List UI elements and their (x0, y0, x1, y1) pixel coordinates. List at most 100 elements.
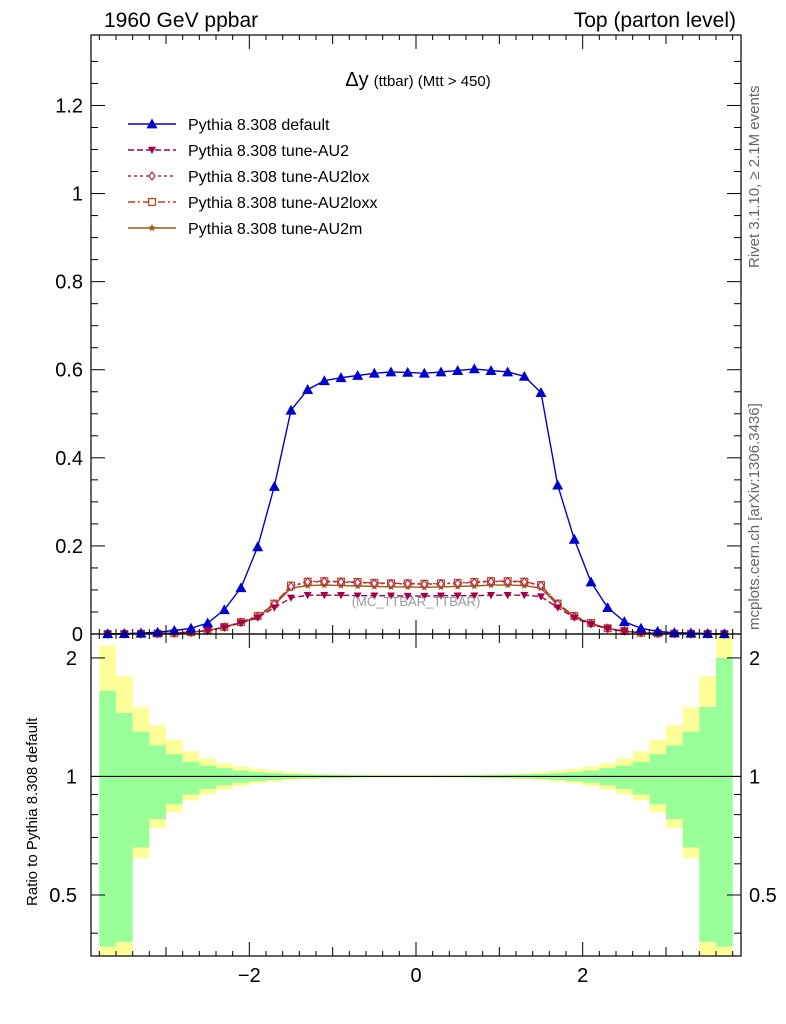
data-point (503, 576, 512, 587)
band-bin (132, 731, 150, 848)
header-right: Top (parton level) (573, 9, 736, 32)
data-point (420, 592, 429, 601)
band-bin (199, 765, 216, 789)
ratio-ytick-label-right: 2 (749, 648, 760, 670)
data-point (520, 577, 529, 588)
data-point (302, 384, 314, 394)
xtick-label: −2 (238, 965, 261, 987)
band-bin (99, 690, 116, 947)
legend-entry: Pythia 8.308 tune-AU2lox (128, 169, 369, 186)
band-total (99, 634, 733, 956)
data-point (618, 616, 630, 627)
data-point (503, 592, 512, 600)
data-point (203, 627, 212, 635)
data-point (553, 604, 562, 612)
legend-label: Pythia 8.308 tune-AU2 (188, 143, 349, 160)
data-point (437, 592, 445, 600)
data-point (146, 118, 158, 129)
main-ytick-label: 0.6 (55, 360, 83, 382)
band-bin (116, 712, 133, 942)
data-point (252, 541, 264, 552)
data-point (337, 577, 345, 588)
data-point (235, 582, 247, 593)
data-point (453, 592, 462, 600)
data-point (587, 621, 595, 629)
tick-labels: 00.20.40.60.811.20.5 0.51 12 2−2 0 2 (49, 95, 777, 987)
data-point (518, 370, 530, 381)
data-point (437, 578, 445, 589)
data-point (435, 366, 447, 377)
data-point (268, 480, 280, 491)
data-point (285, 404, 297, 415)
data-point (585, 576, 597, 587)
data-point (135, 627, 147, 638)
band-bin (182, 761, 200, 795)
legend: Pythia 8.308 default Pythia 8.308 tune-AU… (128, 117, 377, 238)
data-point (352, 369, 364, 380)
data-point (535, 387, 547, 398)
data-point (620, 628, 629, 636)
data-point (470, 592, 479, 600)
data-point (520, 592, 529, 600)
data-point (220, 624, 229, 632)
main-ytick-label: 0 (72, 624, 83, 646)
data-point (353, 577, 362, 588)
data-point (453, 578, 462, 589)
data-point (102, 628, 114, 639)
band-bin (649, 754, 666, 805)
data-point (320, 592, 329, 600)
band-bin (149, 745, 166, 819)
band-stat (99, 657, 733, 947)
data-point (148, 198, 157, 207)
main-ytick-label: 0.2 (55, 536, 83, 558)
main-ytick-label: 1 (72, 184, 83, 206)
data-point (602, 602, 614, 612)
legend-label: Pythia 8.308 default (188, 117, 330, 134)
data-point (718, 628, 730, 639)
data-point (148, 171, 156, 181)
data-point (652, 625, 664, 636)
xtick-label: 0 (410, 965, 421, 987)
data-point (537, 593, 545, 601)
data-point (402, 366, 414, 377)
data-point (502, 366, 514, 377)
data-point (603, 625, 612, 633)
data-point (570, 614, 579, 622)
ratio-ytick-label-right: 0.5 (749, 885, 777, 907)
data-point (418, 367, 430, 378)
data-point (385, 366, 397, 377)
plot-title-rest: (ttbar) (Mtt > 450) (374, 73, 491, 90)
main-series (102, 363, 730, 639)
series-0 (102, 363, 730, 639)
band-bin (166, 754, 183, 805)
data-point (303, 592, 312, 600)
data-point (403, 578, 412, 589)
data-point (552, 479, 564, 490)
data-point (635, 622, 647, 633)
data-point (403, 592, 412, 601)
data-point (353, 592, 362, 600)
legend-label: Pythia 8.308 tune-AU2loxx (188, 195, 377, 212)
band-bin (616, 765, 633, 789)
xtick-label: 2 (577, 965, 588, 987)
ratio-ytick-label: 2 (66, 648, 77, 670)
axis-ticks (91, 35, 741, 956)
data-point (387, 592, 395, 600)
data-point (202, 617, 214, 628)
data-point (387, 578, 395, 589)
band-bin (699, 707, 716, 942)
band-bin (716, 657, 733, 947)
data-point (568, 533, 580, 544)
band-bin (666, 745, 683, 819)
data-point (237, 619, 245, 627)
data-point (487, 592, 495, 600)
plot-title-main: Δy (345, 69, 368, 91)
ratio-ytick-label: 1 (66, 766, 77, 788)
legend-label: Pythia 8.308 tune-AU2lox (188, 169, 369, 186)
data-point (668, 627, 680, 638)
legend-entry: Pythia 8.308 tune-AU2 (128, 143, 349, 160)
data-point (168, 624, 180, 635)
data-point (470, 577, 479, 588)
data-point (303, 577, 312, 588)
